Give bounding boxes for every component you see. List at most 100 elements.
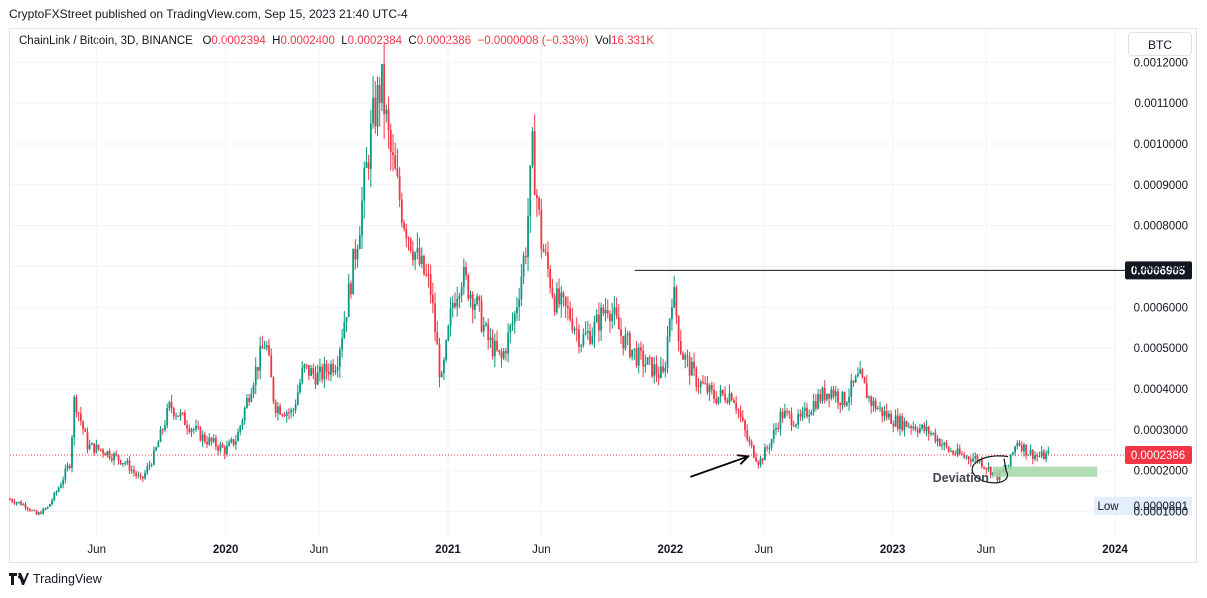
candle-body (310, 368, 312, 376)
candle-body (319, 366, 321, 373)
candle-body (540, 209, 543, 249)
candle-body (336, 366, 339, 371)
candle (22, 502, 25, 506)
candle (252, 382, 255, 399)
candle (916, 426, 919, 438)
candle-body (454, 303, 456, 307)
y-tick-label: 0.0008000 (1134, 221, 1188, 233)
candle (496, 330, 498, 352)
candle (885, 403, 888, 421)
candle (1040, 445, 1043, 459)
deviation-label: Deviation (933, 471, 989, 485)
candle (104, 452, 107, 456)
candle-body (195, 425, 197, 430)
candle (449, 297, 452, 337)
candle-body (571, 319, 574, 331)
currency-button[interactable]: BTC (1128, 32, 1192, 56)
candle (97, 444, 100, 451)
candle (1034, 451, 1036, 461)
candle (347, 273, 350, 318)
candle (947, 446, 950, 453)
candle-body (640, 347, 642, 351)
candle-body (593, 322, 596, 337)
x-tick-label: Jun (310, 544, 329, 556)
candle (376, 76, 379, 137)
candle (82, 420, 84, 435)
candle-body (938, 438, 941, 446)
candle (832, 385, 835, 400)
candle-body (268, 345, 270, 356)
candle-body (941, 444, 943, 446)
candle-body (702, 381, 704, 384)
candle-body (673, 287, 676, 308)
candle (841, 390, 844, 411)
candle-body (695, 368, 698, 387)
candle (144, 469, 146, 480)
candle-body (622, 335, 625, 349)
candle-body (210, 437, 213, 442)
candle (640, 341, 642, 360)
candle (491, 329, 494, 360)
candle (319, 358, 321, 382)
candle-body (427, 274, 430, 276)
candle (511, 312, 514, 331)
candle (505, 347, 507, 361)
candle (46, 506, 49, 510)
candle (879, 401, 881, 412)
candle-body (600, 307, 603, 331)
candle (876, 405, 879, 410)
candle-body (812, 401, 815, 413)
candle-body (254, 366, 257, 386)
candle (469, 290, 472, 308)
candle-body (633, 348, 636, 350)
candle (159, 426, 162, 443)
x-tick-label: 2021 (435, 544, 461, 556)
candle-body (133, 469, 135, 473)
candle-body (292, 410, 295, 412)
candle-body (575, 328, 578, 330)
candle (582, 328, 585, 348)
candle (932, 432, 935, 436)
candle-body (86, 431, 89, 450)
candle (810, 409, 813, 416)
candle (66, 462, 69, 472)
open-value: 0.0002394 (211, 35, 266, 47)
candle (245, 394, 248, 409)
candle-body (987, 466, 990, 470)
candle-body (57, 487, 60, 492)
candle-body (969, 459, 972, 462)
candle-body (223, 447, 226, 454)
candle-body (73, 397, 76, 438)
candle-body (17, 501, 20, 503)
candle (438, 337, 441, 388)
symbol-name[interactable]: ChainLink / Bitcoin, 3D, BINANCE (19, 35, 193, 47)
candle-body (358, 235, 361, 250)
candle-body (491, 337, 494, 357)
candle-body (97, 444, 100, 450)
deviation-loop (971, 455, 1009, 484)
candle (611, 302, 614, 329)
candle-body (553, 296, 556, 313)
candle-body (925, 426, 928, 431)
candle (708, 383, 711, 401)
candle-body (188, 428, 191, 432)
candle-body (139, 475, 142, 477)
candle-body (693, 361, 695, 369)
candle (232, 438, 235, 447)
candle (31, 509, 34, 512)
y-tick-label: 0.0010000 (1134, 139, 1188, 151)
candle-body (1047, 451, 1050, 454)
candle-body (471, 294, 474, 310)
candle (622, 335, 625, 356)
candle-body (733, 400, 735, 403)
candle-body (436, 332, 439, 345)
candle-body (465, 266, 467, 276)
candle (983, 466, 985, 470)
candle (381, 64, 383, 112)
candle-body (839, 402, 842, 406)
candle (106, 450, 109, 458)
candle (71, 434, 73, 473)
candle (412, 240, 414, 266)
x-tick-label: 2022 (658, 544, 684, 556)
